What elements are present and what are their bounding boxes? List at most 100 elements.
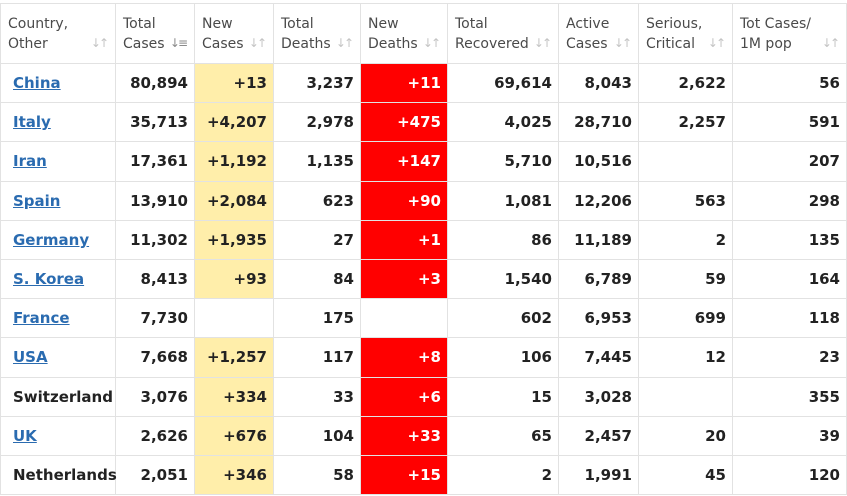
new-cases-cell: +4,207 [194, 102, 274, 143]
tot-cases-per-1m-cell: 120 [732, 454, 847, 496]
country-link[interactable]: Italy [13, 113, 51, 132]
tot-cases-per-1m-cell: 56 [732, 62, 847, 104]
country-cell: Iran [0, 141, 116, 182]
total-deaths-cell: 84 [273, 258, 361, 300]
new-deaths-cell: +90 [360, 180, 448, 221]
active-cases-cell: 28,710 [558, 102, 639, 143]
active-cases-cell: 11,189 [558, 219, 639, 260]
total-cases-cell: 2,051 [115, 454, 195, 496]
total-cases-cell: 8,413 [115, 258, 195, 300]
table-header-row: Country, Other ↓↑ Total Cases ↓≡ New Cases ↓↑ … [0, 3, 847, 64]
country-cell: S. Korea [0, 258, 116, 300]
table-row: France 7,730 175 602 6,953 699 118 [0, 298, 847, 339]
sort-icon[interactable]: ↓↑ [707, 36, 726, 50]
header-active-cases[interactable]: Active Cases ↓↑ [558, 3, 639, 64]
country-cell: France [0, 298, 116, 339]
header-country[interactable]: Country, Other ↓↑ [0, 3, 116, 64]
tot-cases-per-1m-cell: 118 [732, 298, 847, 339]
country-link[interactable]: S. Korea [13, 270, 85, 289]
country-cell: Germany [0, 219, 116, 260]
total-cases-cell: 7,668 [115, 337, 195, 378]
total-recovered-cell: 15 [447, 376, 559, 417]
country-link[interactable]: France [13, 309, 70, 328]
total-cases-cell: 80,894 [115, 62, 195, 104]
country-link[interactable]: UK [13, 426, 37, 445]
sort-icon[interactable]: ↓↑ [821, 36, 840, 50]
new-cases-cell: +1,935 [194, 219, 274, 260]
new-deaths-cell: +147 [360, 141, 448, 182]
serious-critical-cell: 20 [638, 415, 733, 456]
new-cases-cell: +334 [194, 376, 274, 417]
table-row: Switzerland 3,076 +334 33 +6 15 3,028 355 [0, 376, 847, 417]
country-cell: Switzerland [0, 376, 116, 417]
table-body: China 80,894 +13 3,237 +11 69,614 8,043 2,622 56… [0, 62, 847, 496]
new-deaths-cell [360, 298, 448, 339]
new-cases-cell [194, 298, 274, 339]
serious-critical-cell: 2 [638, 219, 733, 260]
country-name: Switzerland [13, 387, 113, 406]
sort-icon[interactable]: ↓↑ [90, 36, 109, 50]
header-new-cases[interactable]: New Cases ↓↑ [194, 3, 274, 64]
total-deaths-cell: 33 [273, 376, 361, 417]
total-cases-cell: 2,626 [115, 415, 195, 456]
new-cases-cell: +346 [194, 454, 274, 496]
header-new-deaths[interactable]: New Deaths ↓↑ [360, 3, 448, 64]
country-link[interactable]: Germany [13, 230, 90, 249]
serious-critical-cell: 2,257 [638, 102, 733, 143]
total-cases-cell: 17,361 [115, 141, 195, 182]
serious-critical-cell: 45 [638, 454, 733, 496]
sort-icon[interactable]: ↓↑ [422, 36, 441, 50]
country-cell: Spain [0, 180, 116, 221]
new-cases-cell: +13 [194, 62, 274, 104]
sort-icon[interactable]: ↓↑ [335, 36, 354, 50]
new-deaths-cell: +33 [360, 415, 448, 456]
header-tot-cases-per-1m[interactable]: Tot Cases/1M pop ↓↑ [732, 3, 847, 64]
table-row: Netherlands 2,051 +346 58 +15 2 1,991 45 120 [0, 454, 847, 496]
tot-cases-per-1m-cell: 207 [732, 141, 847, 182]
total-recovered-cell: 4,025 [447, 102, 559, 143]
table-row: Iran 17,361 +1,192 1,135 +147 5,710 10,516 207 [0, 141, 847, 182]
table-row: Spain 13,910 +2,084 623 +90 1,081 12,206 563 298 [0, 180, 847, 221]
tot-cases-per-1m-cell: 164 [732, 258, 847, 300]
sort-icon[interactable]: ↓↑ [613, 36, 632, 50]
total-recovered-cell: 1,081 [447, 180, 559, 221]
total-recovered-cell: 106 [447, 337, 559, 378]
sort-descending-icon[interactable]: ↓≡ [169, 36, 188, 50]
active-cases-cell: 7,445 [558, 337, 639, 378]
active-cases-cell: 3,028 [558, 376, 639, 417]
country-cell: USA [0, 337, 116, 378]
total-deaths-cell: 1,135 [273, 141, 361, 182]
active-cases-cell: 6,789 [558, 258, 639, 300]
table-row: China 80,894 +13 3,237 +11 69,614 8,043 2,622 56 [0, 62, 847, 104]
active-cases-cell: 8,043 [558, 62, 639, 104]
total-deaths-cell: 117 [273, 337, 361, 378]
country-link[interactable]: Iran [13, 152, 47, 171]
active-cases-cell: 12,206 [558, 180, 639, 221]
new-cases-cell: +676 [194, 415, 274, 456]
total-recovered-cell: 86 [447, 219, 559, 260]
new-deaths-cell: +3 [360, 258, 448, 300]
total-deaths-cell: 58 [273, 454, 361, 496]
total-deaths-cell: 3,237 [273, 62, 361, 104]
country-link[interactable]: China [13, 74, 61, 93]
total-recovered-cell: 2 [447, 454, 559, 496]
header-total-recovered[interactable]: Total Recovered ↓↑ [447, 3, 559, 64]
serious-critical-cell: 59 [638, 258, 733, 300]
new-deaths-cell: +8 [360, 337, 448, 378]
serious-critical-cell: 563 [638, 180, 733, 221]
header-total-deaths[interactable]: Total Deaths ↓↑ [273, 3, 361, 64]
country-cell: Italy [0, 102, 116, 143]
sort-icon[interactable]: ↓↑ [248, 36, 267, 50]
total-recovered-cell: 65 [447, 415, 559, 456]
total-deaths-cell: 175 [273, 298, 361, 339]
table-row: Italy 35,713 +4,207 2,978 +475 4,025 28,710 2,2… [0, 102, 847, 143]
header-total-cases[interactable]: Total Cases ↓≡ [115, 3, 195, 64]
sort-icon[interactable]: ↓↑ [533, 36, 552, 50]
country-link[interactable]: USA [13, 348, 48, 367]
active-cases-cell: 2,457 [558, 415, 639, 456]
country-cell: China [0, 62, 116, 104]
header-serious-critical[interactable]: Serious, Critical ↓↑ [638, 3, 733, 64]
total-deaths-cell: 27 [273, 219, 361, 260]
country-link[interactable]: Spain [13, 191, 61, 210]
new-cases-cell: +1,257 [194, 337, 274, 378]
